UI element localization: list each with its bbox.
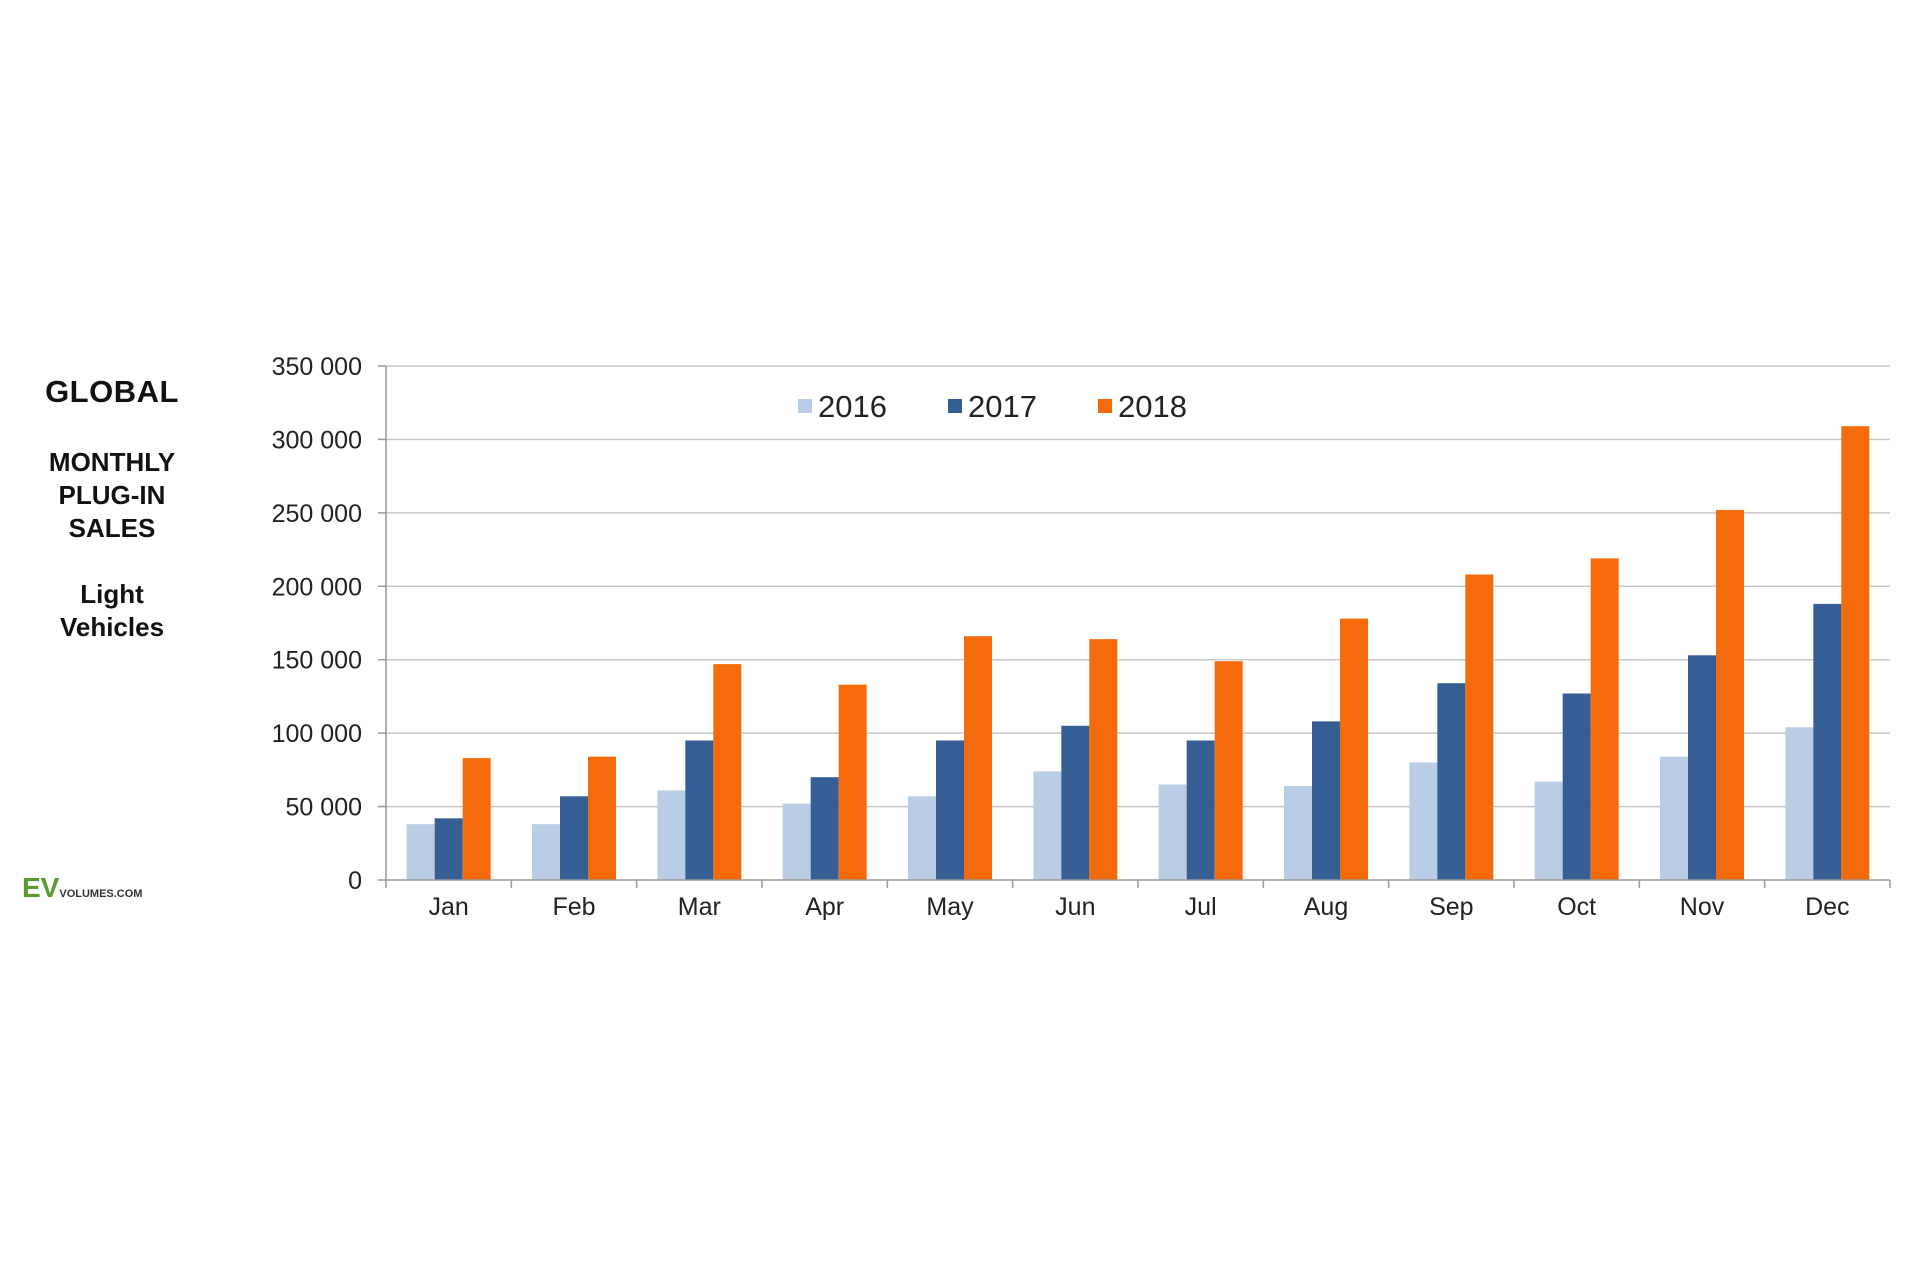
subtitle-line: PLUG-IN (58, 480, 166, 510)
y-tick-label: 300 000 (272, 426, 362, 454)
bar-2018-Dec (1841, 426, 1870, 880)
bar-2016-Feb (532, 824, 560, 880)
bar-2018-May (964, 636, 992, 880)
evvolumes-logo: EVVOLUMES.COM (22, 872, 142, 904)
legend-label-2016: 2016 (818, 389, 887, 424)
x-tick-label: Dec (1805, 893, 1849, 921)
bar-2017-Feb (560, 796, 588, 880)
bar-2017-Aug (1312, 721, 1340, 880)
y-tick-label: 150 000 (272, 647, 362, 675)
legend-label-2017: 2017 (968, 389, 1037, 424)
axes: 0 50 000 100 000 150 000 200 000 250 000 300 0… (272, 353, 1891, 921)
bar-2016-May (908, 796, 936, 880)
x-tick-label: Sep (1429, 893, 1473, 921)
legend-swatch-2016 (798, 399, 812, 413)
bar-2018-Apr (838, 684, 867, 880)
y-tick-label: 0 (348, 867, 362, 895)
bar-2016-Jun (1033, 771, 1062, 880)
bar-2017-Jul (1186, 740, 1215, 880)
bar-2016-Oct (1534, 781, 1563, 880)
y-tick-label: 100 000 (272, 720, 362, 748)
bar-2017-Mar (685, 740, 714, 880)
chart-segment-label: Light Vehicles (20, 578, 204, 644)
legend: 2016 2017 2018 (798, 389, 1187, 424)
bars (406, 426, 1870, 880)
bar-2018-Aug (1340, 618, 1368, 880)
bar-2016-Jul (1158, 784, 1187, 880)
bar-2017-Nov (1688, 655, 1716, 880)
x-tick-label: Oct (1557, 893, 1596, 921)
bar-2017-Jun (1061, 725, 1090, 880)
x-tick-label: Jan (429, 893, 469, 921)
x-tick-label: Aug (1304, 893, 1348, 921)
y-tick-label: 350 000 (272, 353, 362, 381)
gridlines (386, 365, 1890, 808)
x-tick-label: Feb (552, 893, 595, 921)
legend-swatch-2018 (1098, 399, 1112, 413)
x-tick-label: Jun (1055, 893, 1095, 921)
bar-2018-Feb (588, 756, 616, 880)
legend-label-2018: 2018 (1118, 389, 1187, 424)
subtitle-line: MONTHLY (48, 447, 176, 477)
bar-2017-Apr (810, 777, 839, 880)
bar-2017-Oct (1562, 693, 1591, 880)
chart-subtitle: MONTHLY PLUG-IN SALES (20, 446, 204, 545)
bar-2016-Apr (782, 803, 811, 880)
bar-2016-Aug (1284, 786, 1312, 880)
y-tick-label: 200 000 (272, 573, 362, 601)
subtitle-line: SALES (68, 513, 156, 543)
logo-rest: VOLUMES.COM (59, 888, 143, 900)
bar-2017-Dec (1813, 603, 1842, 880)
x-tick-label: Mar (678, 893, 721, 921)
bar-2018-Sep (1465, 574, 1494, 880)
chart-title: GLOBAL (45, 374, 179, 409)
y-tick-label: 250 000 (272, 500, 362, 528)
bar-2018-Jan (462, 758, 491, 880)
bar-2018-Oct (1590, 558, 1619, 880)
x-tick-label: Nov (1680, 893, 1725, 921)
logo-ev: EV (22, 872, 60, 903)
segment-line: Vehicles (59, 612, 165, 642)
bar-2018-Nov (1716, 509, 1744, 880)
bar-2016-Nov (1660, 756, 1688, 880)
bar-2017-Jan (434, 818, 463, 880)
segment-line: Light (80, 579, 144, 609)
legend-swatch-2017 (948, 399, 962, 413)
bar-2017-Sep (1437, 683, 1466, 880)
x-tick-label: Jul (1185, 893, 1217, 921)
bar-2018-Jun (1089, 639, 1118, 880)
bar-2016-Sep (1409, 762, 1438, 880)
bar-2018-Jul (1214, 661, 1243, 880)
bar-2016-Dec (1785, 727, 1814, 880)
x-tick-label: Apr (805, 893, 844, 921)
bar-2016-Mar (657, 790, 686, 880)
x-tick-label: May (926, 893, 974, 921)
bar-2017-May (936, 740, 964, 880)
bar-2018-Mar (713, 664, 742, 880)
y-tick-label: 50 000 (286, 794, 362, 822)
bar-2016-Jan (406, 824, 435, 880)
